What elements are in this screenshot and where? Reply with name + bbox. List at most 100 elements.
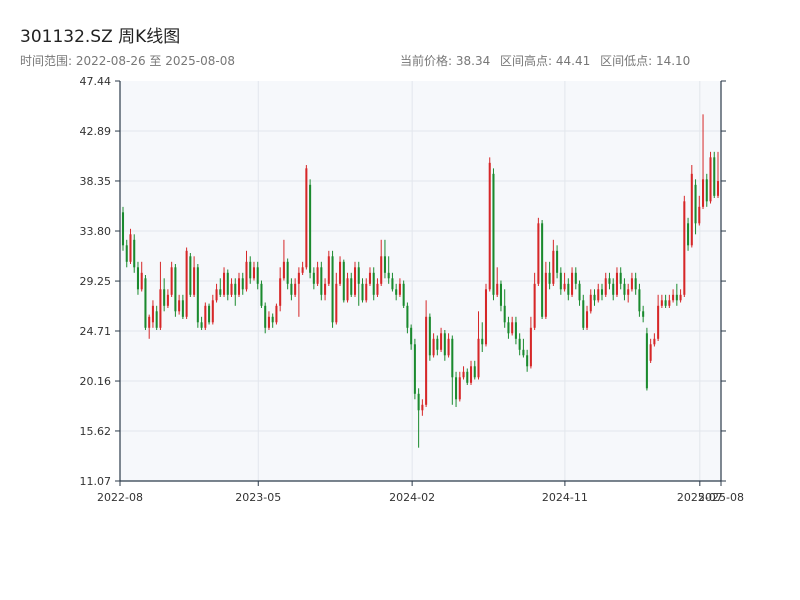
candle-body bbox=[582, 300, 585, 328]
candle-body bbox=[170, 267, 173, 295]
y-tick-label: 33.80 bbox=[80, 225, 112, 238]
candle-body bbox=[638, 289, 641, 312]
candle-body bbox=[155, 311, 158, 328]
candle-body bbox=[664, 300, 667, 306]
candle-body bbox=[597, 289, 600, 301]
candle-body bbox=[189, 256, 192, 295]
candle-body bbox=[256, 267, 259, 284]
candle-body bbox=[252, 267, 256, 279]
candle-body bbox=[275, 305, 278, 323]
candle-body bbox=[507, 322, 510, 334]
chart-title: 301132.SZ 周K线图 bbox=[20, 27, 181, 47]
candle-body bbox=[503, 305, 506, 323]
y-tick-label: 42.89 bbox=[80, 125, 112, 138]
candle-body bbox=[301, 267, 304, 273]
candle-body bbox=[709, 157, 712, 202]
candle-body bbox=[144, 278, 147, 328]
candle-body bbox=[215, 289, 218, 301]
candle-body bbox=[713, 157, 716, 196]
candle-body bbox=[574, 272, 577, 284]
candle-body bbox=[376, 283, 379, 295]
candle-body bbox=[514, 322, 517, 339]
candle-body bbox=[365, 283, 368, 301]
candle-body bbox=[241, 278, 244, 290]
candle-body bbox=[264, 305, 267, 328]
candle-body bbox=[357, 267, 360, 284]
candle-body bbox=[499, 283, 502, 306]
candle-body bbox=[136, 267, 139, 290]
candle-body bbox=[159, 289, 162, 328]
candle-body bbox=[623, 283, 626, 295]
candle-body bbox=[537, 223, 540, 284]
candle-body bbox=[305, 168, 308, 268]
candle-body bbox=[327, 256, 330, 284]
price-stats: 当前价格: 38.34 区间高点: 44.41 区间低点: 14.10 bbox=[400, 52, 696, 69]
y-tick-label: 24.71 bbox=[80, 325, 112, 338]
candle-body bbox=[492, 173, 495, 295]
candle-body bbox=[312, 272, 315, 284]
candle-body bbox=[600, 289, 604, 295]
candle-body bbox=[559, 272, 562, 290]
candle-body bbox=[316, 267, 319, 284]
candle-body bbox=[181, 300, 184, 317]
candle-body bbox=[383, 256, 386, 273]
candle-body bbox=[245, 261, 248, 290]
candle-body bbox=[237, 278, 241, 295]
candle-body bbox=[290, 283, 293, 295]
candle-body bbox=[350, 278, 353, 295]
candle-body bbox=[286, 261, 289, 284]
candle-body bbox=[267, 316, 270, 328]
candle-body bbox=[294, 283, 297, 295]
x-tick-label: 2024-02 bbox=[389, 491, 435, 504]
candle-body bbox=[271, 316, 274, 323]
y-tick-label: 20.16 bbox=[80, 375, 112, 388]
candle-body bbox=[518, 338, 521, 350]
candle-body bbox=[219, 289, 222, 295]
candle-body bbox=[421, 404, 424, 411]
candle-body bbox=[211, 300, 214, 323]
candle-body bbox=[204, 305, 207, 328]
candle-body bbox=[627, 289, 630, 295]
candle-body bbox=[148, 316, 151, 328]
candle-body bbox=[458, 377, 461, 400]
candle-body bbox=[428, 316, 431, 356]
candle-body bbox=[443, 333, 446, 356]
candle-body bbox=[488, 162, 491, 290]
candle-body bbox=[436, 338, 439, 350]
candle-body bbox=[481, 338, 484, 345]
candle-body bbox=[226, 272, 229, 295]
candle-body bbox=[387, 272, 390, 279]
candle-body bbox=[166, 294, 169, 306]
candle-body bbox=[342, 261, 345, 301]
candle-body bbox=[529, 327, 532, 367]
x-tick-label: 2023-05 bbox=[235, 491, 281, 504]
candle-body bbox=[477, 338, 480, 378]
candle-body bbox=[511, 322, 514, 334]
candle-body bbox=[178, 300, 181, 312]
candle-body bbox=[200, 322, 203, 328]
candle-body bbox=[417, 393, 420, 411]
x-tick-label: 2025-07 bbox=[677, 491, 723, 504]
candle-body bbox=[297, 272, 300, 284]
candle-body bbox=[593, 294, 596, 301]
candle-body bbox=[567, 283, 570, 295]
candle-body bbox=[223, 272, 226, 295]
candle-body bbox=[619, 272, 622, 284]
candle-body bbox=[544, 272, 547, 317]
candle-body bbox=[716, 181, 720, 196]
candle-body bbox=[687, 223, 690, 246]
candle-body bbox=[279, 278, 282, 306]
candle-body bbox=[346, 278, 349, 301]
candle-body bbox=[339, 261, 342, 284]
y-tick-label: 29.25 bbox=[80, 275, 112, 288]
candle-body bbox=[406, 305, 409, 328]
candle-body bbox=[196, 267, 199, 323]
candle-body bbox=[589, 294, 592, 312]
candle-body bbox=[668, 300, 671, 306]
candle-body bbox=[645, 333, 648, 389]
candle-body bbox=[140, 272, 143, 290]
candle-body bbox=[410, 327, 413, 345]
candle-body bbox=[324, 283, 327, 295]
range-high: 区间高点: 44.41 bbox=[500, 54, 591, 68]
